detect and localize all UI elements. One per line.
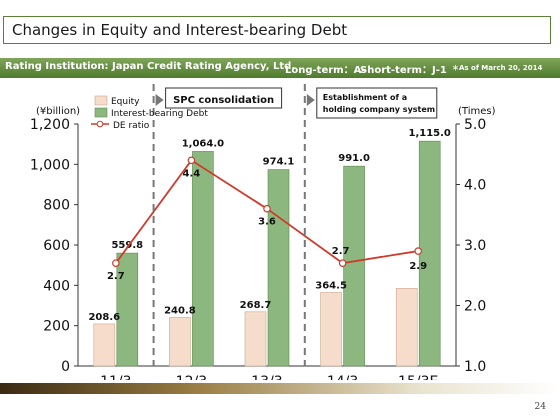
bar-equity bbox=[320, 292, 342, 367]
spc-annotation-box bbox=[165, 87, 283, 109]
de-ratio-data-label: 2.7 bbox=[107, 271, 125, 282]
debt-data-label: 1,064.0 bbox=[182, 138, 224, 149]
x-tick-label: 13/3 bbox=[251, 374, 282, 380]
x-tick-label: 14/3 bbox=[327, 374, 358, 380]
spc-annotation-text: SPC consolidation bbox=[173, 95, 274, 106]
holding-annotation-line: holding company system bbox=[323, 105, 435, 114]
y-axis-label: (¥billion) bbox=[36, 106, 80, 117]
debt-data-label: 1,115.0 bbox=[409, 128, 451, 139]
equity-debt-chart: 0 200 400 600 800 1,000 1,200 1.0 2.0 3.0 4.0 5.0 (¥… bbox=[30, 84, 496, 380]
bar-interest-bearing-debt bbox=[267, 169, 290, 367]
x-tick-label: 11/3 bbox=[100, 374, 131, 380]
rating-bar: Rating Institution: Japan Credit Rating … bbox=[0, 58, 560, 78]
rating-institution: Rating Institution: Japan Credit Rating … bbox=[5, 61, 296, 72]
legend-debt-label: Interest-bearing Debt bbox=[111, 109, 208, 119]
de-ratio-point bbox=[112, 259, 120, 267]
y-tick-label: 200 bbox=[43, 319, 70, 335]
equity-data-label: 364.5 bbox=[315, 280, 347, 291]
y-tick-label: 1,000 bbox=[30, 157, 70, 173]
bar-equity bbox=[395, 288, 418, 367]
holding-arrow-icon bbox=[306, 94, 315, 106]
equity-data-label: 240.8 bbox=[164, 305, 196, 316]
bar-equity bbox=[93, 323, 116, 367]
rating-long-term: Long-term：A- bbox=[285, 65, 366, 76]
legend-de-label: DE ratio bbox=[113, 121, 150, 131]
bar-equity bbox=[169, 317, 191, 367]
spc-arrow-icon bbox=[155, 94, 164, 106]
de-ratio-point bbox=[414, 247, 423, 255]
holding-annotation-text: Establishment of a holding company system bbox=[323, 93, 435, 114]
holding-annotation-box bbox=[316, 87, 438, 119]
equity-data-label: 208.6 bbox=[88, 312, 120, 323]
y-tick-label: 0 bbox=[61, 359, 70, 375]
y2-axis-label: (Times) bbox=[458, 106, 496, 117]
y2-tick-label: 1.0 bbox=[464, 359, 486, 375]
legend-equity-label: Equity bbox=[111, 97, 140, 107]
page-number: 24 bbox=[534, 402, 546, 412]
de-ratio-data-label: 3.6 bbox=[258, 217, 276, 228]
bar-interest-bearing-debt bbox=[343, 165, 365, 367]
footer-bar bbox=[0, 383, 560, 394]
debt-data-label: 559.8 bbox=[111, 240, 143, 251]
y2-tick-label: 5.0 bbox=[464, 117, 486, 133]
legend-debt-swatch bbox=[94, 107, 108, 118]
y2-tick-label: 2.0 bbox=[464, 299, 486, 315]
de-ratio-point bbox=[338, 259, 347, 267]
de-ratio-point bbox=[187, 156, 196, 165]
de-ratio-data-label: 2.9 bbox=[409, 261, 427, 272]
y-tick-label: 600 bbox=[43, 238, 70, 254]
de-ratio-data-label: 2.7 bbox=[332, 246, 350, 257]
y-tick-label: 1,200 bbox=[30, 117, 70, 133]
bar-equity bbox=[244, 311, 267, 367]
equity-data-label: 268.7 bbox=[240, 300, 272, 311]
x-tick-label: 15/3E bbox=[398, 374, 438, 380]
de-ratio-data-label: 4.4 bbox=[183, 168, 201, 179]
debt-data-label: 974.1 bbox=[263, 157, 295, 168]
title-box: Changes in Equity and Interest-bearing D… bbox=[3, 16, 551, 44]
y2-tick-label: 3.0 bbox=[464, 238, 486, 254]
page-title: Changes in Equity and Interest-bearing D… bbox=[12, 21, 348, 39]
rating-short-term: Short-term：J-1 bbox=[360, 65, 447, 76]
bar-interest-bearing-debt bbox=[116, 252, 139, 367]
x-tick-label: 12/3 bbox=[176, 374, 207, 380]
holding-annotation-line: Establishment of a bbox=[323, 93, 407, 102]
y2-tick-label: 4.0 bbox=[464, 178, 486, 194]
debt-data-label: 991.0 bbox=[338, 153, 370, 164]
legend-equity-swatch bbox=[94, 95, 108, 106]
rating-as-of: ＊As of March 20, 2014 bbox=[452, 64, 543, 72]
de-ratio-point bbox=[263, 204, 271, 213]
y-tick-label: 800 bbox=[43, 198, 70, 214]
legend-de-marker bbox=[96, 120, 104, 128]
bar-interest-bearing-debt bbox=[418, 140, 441, 367]
y-tick-label: 400 bbox=[43, 278, 70, 294]
bar-interest-bearing-debt bbox=[192, 151, 214, 367]
